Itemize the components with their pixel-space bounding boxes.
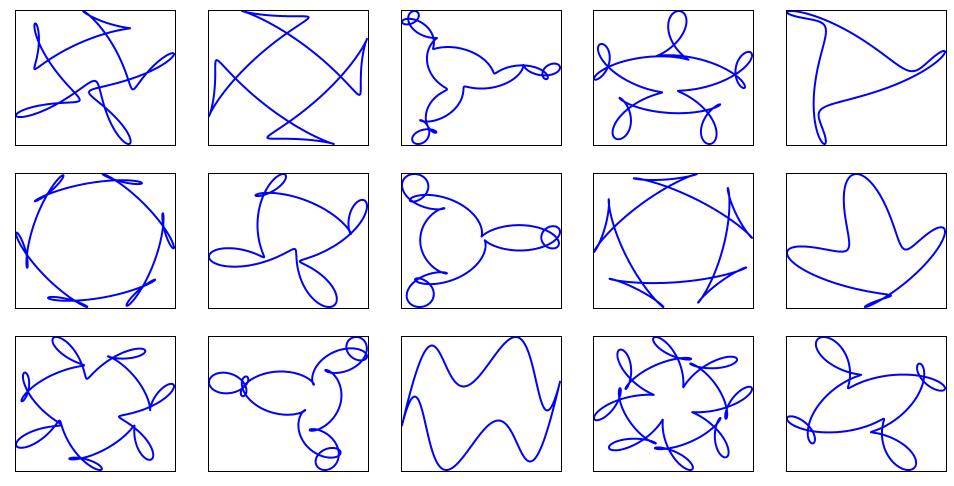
subplot-frame [593, 173, 754, 309]
subplot-panel [208, 173, 369, 309]
subplot-panel [208, 336, 369, 472]
panels-group [15, 10, 947, 472]
curve-line [593, 173, 753, 308]
subplot-panel [786, 10, 947, 146]
subplot-frame [786, 10, 947, 146]
subplot-frame [15, 336, 176, 472]
subplot-panel [401, 336, 562, 472]
curve-line [786, 336, 946, 471]
subplot-frame [15, 173, 176, 309]
subplot-frame [401, 336, 562, 472]
curve-line [15, 10, 175, 145]
curve-line [401, 10, 561, 145]
subplot-panel [786, 173, 947, 309]
curve-line [786, 10, 946, 145]
curve-line [593, 10, 753, 145]
subplot-panel [401, 10, 562, 146]
subplot-panel [593, 336, 754, 472]
subplot-frame [401, 173, 562, 309]
subplot-panel [593, 10, 754, 146]
curve-line [15, 336, 175, 471]
curve-line [15, 173, 175, 308]
subplot-frame [208, 173, 369, 309]
subplot-panel [208, 10, 369, 146]
subplot-frame [786, 173, 947, 309]
subplot-panel [15, 173, 176, 309]
curve-line [593, 336, 753, 471]
curve-line [208, 173, 368, 308]
curve-line [208, 336, 368, 471]
subplot-panel [15, 10, 176, 146]
subplot-panel [786, 336, 947, 472]
subplot-panel [401, 173, 562, 309]
subplot-frame [401, 10, 562, 146]
curve-line [401, 173, 561, 308]
curve-line [786, 173, 946, 308]
subplot-frame [593, 336, 754, 472]
curve-line [401, 336, 561, 471]
subplot-frame [15, 10, 176, 146]
subplot-frame [208, 10, 369, 146]
subplot-panel [15, 336, 176, 472]
subplot-frame [786, 336, 947, 472]
subplot-frame [208, 336, 369, 472]
subplot-frame [593, 10, 754, 146]
subplot-panel [593, 173, 754, 309]
curve-line [208, 10, 368, 145]
